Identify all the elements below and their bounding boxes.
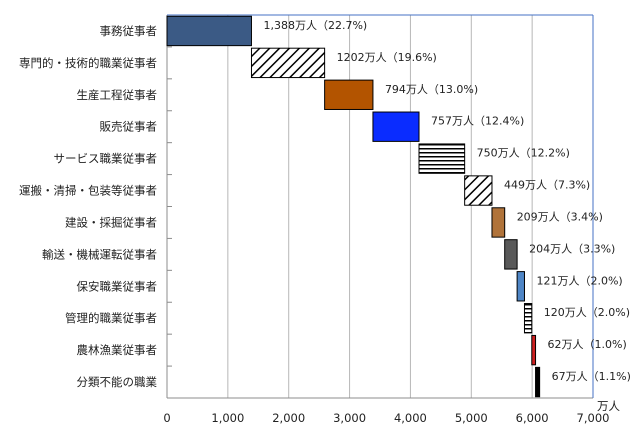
x-tick-label: 6,000 <box>516 411 549 425</box>
x-tick-labels: 0 1,000 2,000 3,000 4,000 5,000 6,000 7,000 <box>163 411 609 425</box>
bar-8 <box>504 239 518 270</box>
x-tick-label: 3,000 <box>333 411 366 425</box>
data-label: 121万人（2.0%) <box>536 274 622 287</box>
bar-11 <box>531 334 537 366</box>
grid-lines <box>227 15 533 398</box>
category-label: 運搬・清掃・包装等従事者 <box>19 184 157 198</box>
data-label: 120万人（2.0%) <box>544 306 630 319</box>
category-labels: 事務従事者専門的・技術的職業従事者生産工程従事者販売従事者サービス職業従事者運搬… <box>19 24 157 389</box>
data-label: 204万人（3.3%) <box>529 242 615 255</box>
data-label: 794万人（13.0%) <box>385 83 478 96</box>
category-label: 専門的・技術的職業従事者 <box>19 56 157 70</box>
category-label: 輸送・機械運転従事者 <box>42 247 157 261</box>
data-labels: 1,388万人（22.7%) 1202万人（19.6%) 794万人（13.0%) 7… <box>263 19 630 383</box>
data-label: 757万人（12.4%) <box>431 115 524 128</box>
category-label: 事務従事者 <box>100 24 158 38</box>
category-label: サービス職業従事者 <box>54 152 158 166</box>
category-label: 分類不能の職業 <box>77 375 158 389</box>
bar-12 <box>535 366 541 398</box>
data-label: 209万人（3.4%) <box>517 210 603 223</box>
bar-9 <box>516 271 525 302</box>
category-label: 生産工程従事者 <box>77 88 158 102</box>
bar-7 <box>491 207 506 238</box>
bar-4 <box>372 111 420 142</box>
bars <box>166 15 541 398</box>
data-label: 449万人（7.3%) <box>504 179 590 192</box>
x-tick-label: 2,000 <box>272 411 305 425</box>
x-tick-label: 1,000 <box>211 411 244 425</box>
category-label: 管理的職業従事者 <box>65 311 157 325</box>
data-label: 1,388万人（22.7%) <box>263 19 367 32</box>
category-label: 販売従事者 <box>100 120 158 134</box>
bar-1 <box>166 15 252 47</box>
x-tick-label: 4,000 <box>394 411 427 425</box>
x-tick-label: 5,000 <box>455 411 488 425</box>
data-label: 1202万人（19.6%) <box>337 51 437 64</box>
category-label: 農林漁業従事者 <box>77 343 158 357</box>
category-label: 保安職業従事者 <box>77 279 158 293</box>
bar-5 <box>418 143 466 174</box>
bar-10 <box>523 303 533 334</box>
x-tick-label: 7,000 <box>577 411 610 425</box>
data-label: 67万人（1.1%) <box>552 370 630 383</box>
x-unit-label: 万人 <box>597 399 620 413</box>
data-label: 62万人（1.0%) <box>548 338 627 351</box>
bar-2 <box>250 47 326 79</box>
plot-frame <box>166 14 594 399</box>
data-label: 750万人（12.2%) <box>477 147 570 160</box>
category-label: 建設・採掘従事者 <box>65 215 157 229</box>
bar-6 <box>464 175 493 206</box>
x-tick-label: 0 <box>163 411 170 425</box>
bar-3 <box>324 79 374 110</box>
